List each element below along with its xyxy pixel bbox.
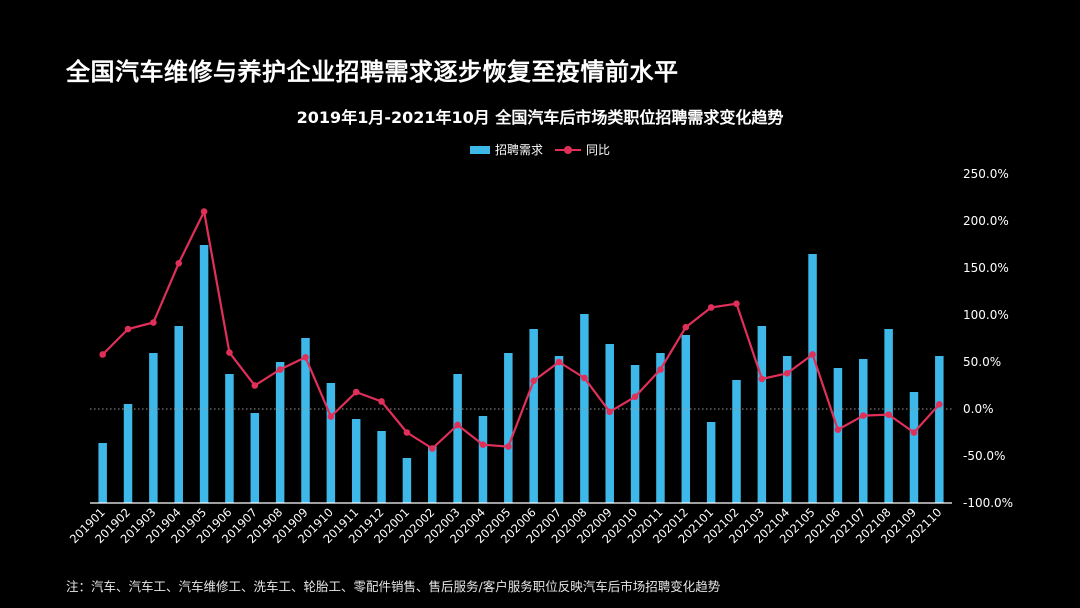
yoy-point-201912 [378,398,385,405]
bar-201909 [301,338,310,503]
yoy-point-202008 [581,374,588,382]
yoy-point-202003 [454,421,461,429]
bar-202002 [428,446,437,503]
y-right-tick-label: 200.0% [963,214,1009,228]
bar-202104 [782,356,792,503]
yoy-point-202102 [733,300,740,308]
bar-201904 [174,326,183,503]
y-right-tick-label: 150.0% [963,261,1009,275]
bar-202105 [808,254,817,503]
chart-title: 2019年1月-2021年10月 全国汽车后市场类职位招聘需求变化趋势 [296,108,784,127]
bar-202004 [478,416,488,503]
yoy-point-202004 [479,441,487,449]
bar-201906 [225,374,234,503]
bar-202109 [909,392,919,503]
bar-201912 [377,431,386,503]
yoy-point-201908 [276,366,284,373]
bar-202110 [935,356,944,503]
legend-line-swatch [555,145,582,155]
bar-201907 [250,413,260,503]
bar-202102 [732,380,741,503]
bar-202003 [453,374,462,503]
bar-202012 [681,335,691,503]
bar-202006 [529,329,538,503]
bar-202008 [580,314,589,503]
bar-202106 [833,368,843,503]
yoy-point-202007 [555,358,563,366]
yoy-point-201901 [99,351,106,358]
yoy-point-202106 [834,426,842,433]
bar-201901 [98,443,107,503]
yoy-point-201906 [226,349,233,356]
y-right-tick-label: 250.0% [963,167,1009,181]
yoy-point-202001 [403,429,411,436]
bar-202010 [630,365,640,503]
bar-201908 [275,362,285,503]
bar-202009 [605,344,614,503]
yoy-point-201911 [352,388,360,396]
y-right-tick-label: -100.0% [963,496,1013,510]
bar-201911 [351,419,361,503]
y-right-tick-label: 0.0% [963,402,994,416]
yoy-point-202101 [707,304,715,311]
footnote: 注：汽车、汽车工、汽车维修工、洗车工、轮胎工、零配件销售、售后服务/客户服务职位… [66,579,721,594]
yoy-point-202005 [505,443,512,450]
legend-label-bar: 招聘需求 [495,143,544,157]
bar-201905 [199,245,209,503]
bar-202001 [402,458,412,503]
yoy-point-202011 [657,366,664,373]
yoy-point-202105 [809,351,816,358]
yoy-point-202012 [682,323,690,331]
bar-202107 [859,359,868,503]
yoy-point-201905 [200,208,208,215]
yoy-point-202009 [606,408,614,416]
yoy-point-201903 [150,319,157,326]
legend-label-line: 同比 [586,143,611,157]
yoy-point-202110 [936,401,943,408]
bar-202011 [656,353,665,503]
yoy-point-201904 [175,260,183,267]
bar-201903 [149,353,158,503]
yoy-point-202107 [859,412,867,419]
chart-legend: 招聘需求 同比 [470,141,610,158]
y-right-tick-label: 50.0% [963,355,1001,369]
bar-201902 [123,404,133,503]
bar-202101 [706,422,716,503]
bar-202007 [554,356,564,503]
y-right-tick-label: 100.0% [963,308,1009,322]
yoy-point-201909 [302,354,309,361]
legend-bar-swatch [470,145,490,154]
yoy-point-202010 [631,393,639,401]
bar-202103 [757,326,767,503]
yoy-point-201907 [251,382,259,389]
yoy-point-202103 [758,375,766,383]
yoy-point-202104 [783,369,791,377]
yoy-point-202109 [910,429,918,436]
yoy-point-202002 [428,445,436,452]
bar-202005 [504,353,513,503]
yoy-point-201902 [124,325,132,333]
yoy-point-202006 [530,377,537,385]
yoy-point-201910 [327,413,335,420]
yoy-point-202108 [885,411,892,418]
page-title: 全国汽车维修与养护企业招聘需求逐步恢复至疫情前水平 [66,58,679,86]
yoy-line [101,210,941,450]
bar-201910 [326,383,336,503]
y-right-tick-label: -50.0% [963,449,1005,463]
